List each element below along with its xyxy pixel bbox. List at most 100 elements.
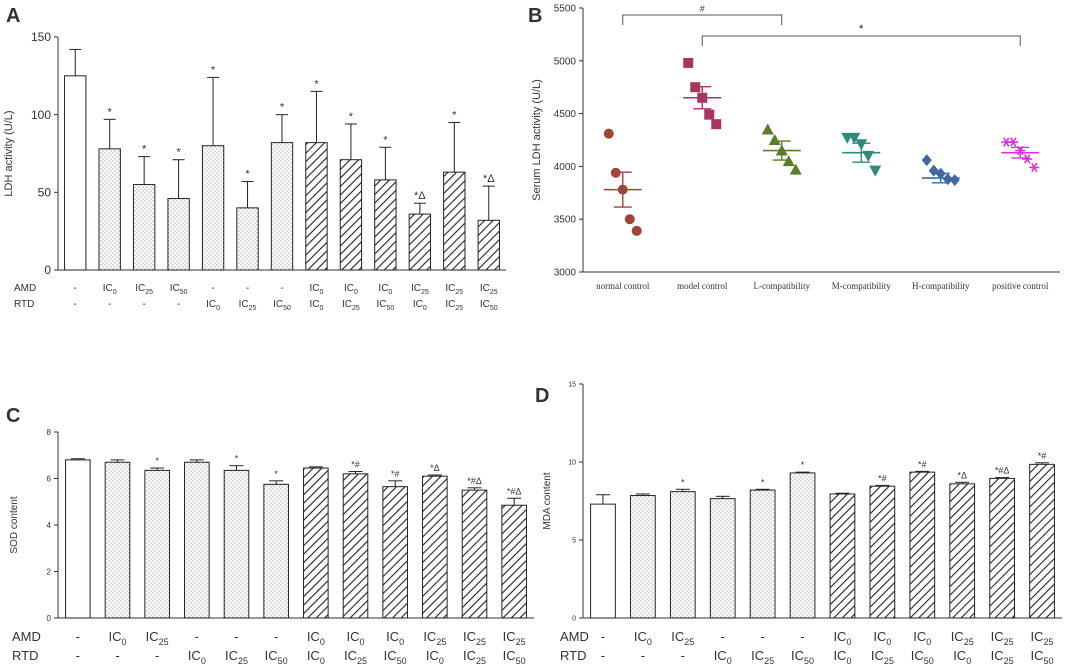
rtd-label: IC50 <box>911 648 934 666</box>
bar <box>382 486 408 619</box>
bar <box>709 498 736 619</box>
amd-label: - <box>800 629 804 644</box>
bar <box>65 459 91 619</box>
y-tick-label: 5500 <box>554 4 577 15</box>
asterisk-stroke <box>1017 145 1024 156</box>
rtd-label: IC0 <box>206 299 220 312</box>
category-label: positive control <box>992 281 1049 291</box>
significance-label: *# <box>918 459 927 469</box>
data-point <box>775 144 788 156</box>
data-point <box>789 163 802 175</box>
amd-label: IC25 <box>423 629 446 647</box>
panel-letter-D: D <box>535 385 549 407</box>
amd-label: IC0 <box>310 283 324 296</box>
y-tick-label: 2 <box>47 567 52 576</box>
significance-label: *# <box>878 473 887 483</box>
data-point <box>949 174 960 187</box>
amd-label: IC0 <box>307 629 325 647</box>
amd-label: IC0 <box>108 629 126 647</box>
significance-label: * <box>859 22 864 36</box>
bar <box>132 184 156 271</box>
amd-label: - <box>721 629 725 644</box>
significance-label: * <box>211 64 216 76</box>
amd-label: IC0 <box>346 629 364 647</box>
rtd-label: IC25 <box>445 299 463 312</box>
category-label: M-compatibility <box>832 281 891 291</box>
rtd-label: - <box>74 299 77 310</box>
amd-label: IC25 <box>671 629 694 647</box>
bar <box>443 171 466 271</box>
bar <box>144 469 170 619</box>
y-axis-label: LDH activity (U/L) <box>3 110 15 196</box>
significance-label: *#Δ <box>467 476 482 486</box>
significance-label: *# <box>1038 451 1047 461</box>
y-tick-label: 50 <box>38 186 52 200</box>
significance-bracket <box>622 14 783 25</box>
panel-letter-C: C <box>6 405 20 427</box>
row-label-amd: AMD <box>560 629 589 644</box>
y-tick-label: 0 <box>47 614 52 623</box>
rtd-label: IC0 <box>413 299 427 312</box>
data-point <box>603 128 614 139</box>
rtd-label: - <box>177 299 180 310</box>
rtd-label: - <box>108 299 111 310</box>
rtd-label: - <box>681 648 685 663</box>
rtd-label: IC0 <box>426 648 444 666</box>
significance-bracket <box>701 35 1021 46</box>
amd-label: IC25 <box>135 283 153 296</box>
bar <box>223 469 250 619</box>
significance-label: *Δ <box>414 190 426 202</box>
y-tick-label: 8 <box>47 428 52 437</box>
data-point <box>624 214 635 225</box>
amd-label: - <box>246 283 249 294</box>
bar <box>422 475 448 619</box>
rtd-label: IC25 <box>225 648 248 666</box>
y-tick-label: 4 <box>47 521 52 530</box>
y-tick-label: 3500 <box>554 215 577 226</box>
data-point <box>1022 154 1033 164</box>
bar <box>590 503 616 619</box>
amd-label: - <box>195 629 199 644</box>
rtd-label: IC50 <box>1031 648 1054 666</box>
data-point <box>855 139 868 151</box>
bar <box>789 472 816 619</box>
significance-label: *# <box>351 460 360 470</box>
data-point <box>862 150 875 162</box>
y-tick-label: 5 <box>572 537 576 544</box>
row-label-amd: AMD <box>14 283 36 294</box>
y-tick-label: 4500 <box>554 109 577 120</box>
bar <box>374 179 397 271</box>
data-point <box>697 92 708 103</box>
significance-label: *Δ <box>430 463 440 473</box>
significance-label: * <box>452 109 457 121</box>
bar <box>949 483 976 619</box>
significance-label: * <box>235 454 239 464</box>
significance-label: * <box>155 456 159 466</box>
bar <box>989 477 1015 619</box>
category-label: normal control <box>596 281 650 291</box>
rtd-label: IC25 <box>239 299 257 312</box>
amd-label: IC25 <box>951 629 974 647</box>
asterisk-stroke <box>1010 137 1017 147</box>
significance-label: * <box>245 168 250 180</box>
amd-label: IC0 <box>634 629 652 647</box>
rtd-label: IC50 <box>503 648 526 666</box>
data-point <box>704 109 715 120</box>
amd-label: IC25 <box>463 629 486 647</box>
rtd-label: IC0 <box>714 648 732 666</box>
bar <box>167 198 190 271</box>
bar <box>1029 463 1055 619</box>
panel-letter-B: B <box>528 5 542 27</box>
rtd-label: IC25 <box>344 648 367 666</box>
data-point <box>942 173 953 186</box>
amd-label: IC25 <box>503 629 526 647</box>
data-point <box>617 184 628 195</box>
data-point <box>869 165 882 177</box>
rtd-label: IC25 <box>751 648 774 666</box>
amd-label: - <box>74 283 77 294</box>
rtd-label: IC50 <box>384 648 407 666</box>
y-tick-label: 10 <box>568 459 576 466</box>
y-tick-label: 3000 <box>554 268 577 279</box>
